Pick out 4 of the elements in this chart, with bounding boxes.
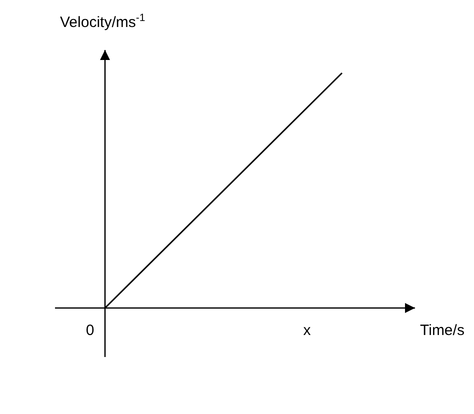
- y-axis-title: Velocity/ms$^{-1}$: [60, 12, 146, 31]
- text: x: [303, 322, 312, 339]
- x-axis-title: Time/s: [420, 322, 464, 339]
- text: 0: [86, 322, 94, 339]
